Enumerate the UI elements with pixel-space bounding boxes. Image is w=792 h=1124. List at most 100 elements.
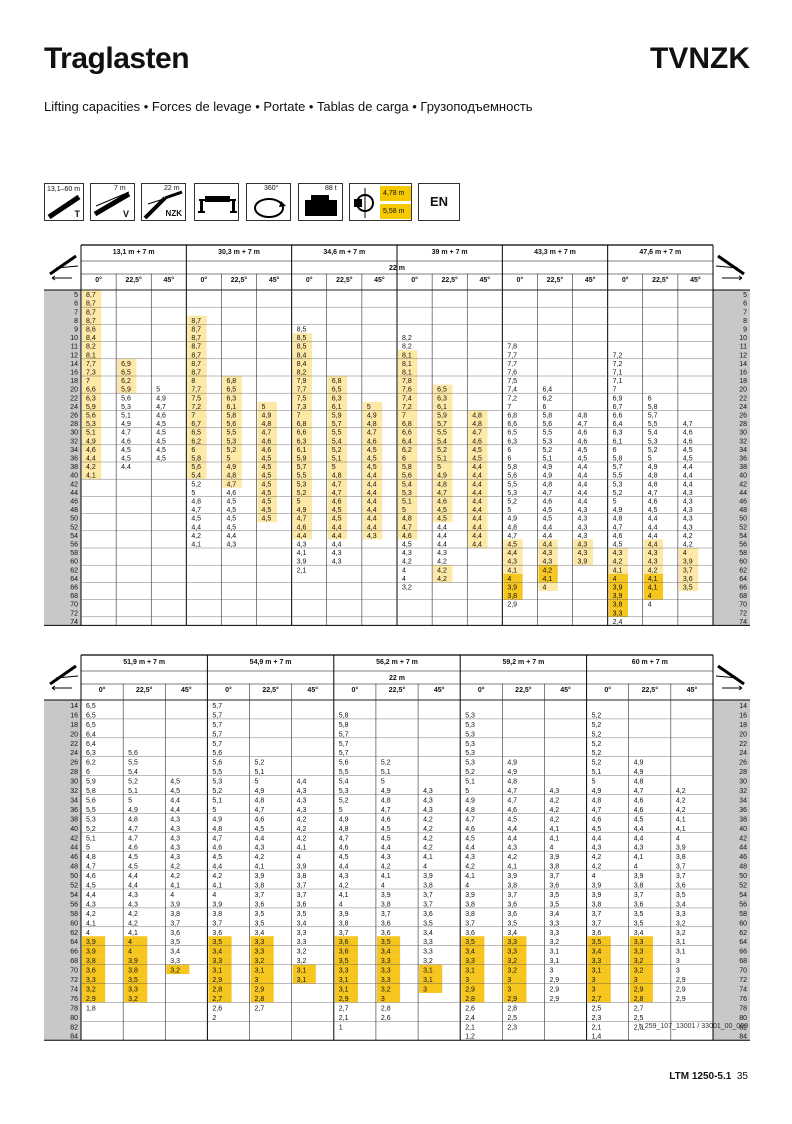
capacity-value: 8,6 — [86, 327, 96, 334]
capacity-value: 2,9 — [507, 996, 517, 1003]
cell-highlight — [398, 505, 418, 514]
capacity-value: 4,9 — [255, 788, 265, 795]
capacity-value: 4,4 — [472, 533, 482, 540]
capacity-value: 4,8 — [367, 421, 377, 428]
capacity-value: 4,2 — [549, 807, 559, 814]
capacity-value: 5,9 — [437, 413, 447, 420]
capacity-value: 5 — [156, 387, 160, 394]
capacity-value: 8,4 — [297, 352, 307, 359]
radius-column-right — [713, 290, 750, 626]
capacity-value: 6,2 — [402, 447, 412, 454]
capacity-value: 2,8 — [465, 996, 475, 1003]
capacity-value: 4,1 — [170, 883, 180, 890]
radius-label: 28 — [70, 421, 78, 428]
capacity-value: 4,3 — [578, 533, 588, 540]
capacity-value: 5,7 — [212, 712, 222, 719]
capacity-value: 5,7 — [297, 464, 307, 471]
radius-label: 26 — [739, 760, 747, 767]
capacity-value: 4,5 — [367, 456, 377, 463]
capacity-value: 6,6 — [297, 430, 307, 437]
capacity-value: 6,3 — [613, 430, 623, 437]
capacity-value: 3 — [507, 986, 511, 993]
cell-highlight — [292, 444, 312, 454]
capacity-value: 3,3 — [423, 949, 433, 956]
capacity-value: 3,4 — [634, 930, 644, 937]
capacity-value: 7,7 — [191, 387, 201, 394]
cell-highlight — [292, 496, 312, 505]
page-number: 35 — [736, 1071, 748, 1082]
capacity-value: 3 — [634, 977, 638, 984]
cell-highlight — [327, 444, 348, 454]
capacity-value: 4,8 — [339, 826, 349, 833]
cell-highlight — [82, 436, 102, 445]
capacity-value: 4,5 — [262, 507, 272, 514]
capacity-value: 4,3 — [578, 542, 588, 549]
cell-highlight — [82, 384, 102, 394]
cell-highlight — [327, 462, 348, 471]
slew-angle-label: 360° — [264, 185, 279, 192]
capacity-value: 4,7 — [226, 481, 236, 488]
capacity-value: 4,9 — [212, 816, 222, 823]
cell-highlight — [643, 556, 664, 566]
cell-highlight — [362, 436, 383, 445]
capacity-value: 4,6 — [613, 533, 623, 540]
capacity-value: 4,8 — [191, 499, 201, 506]
nzk-symbol: NZK — [165, 209, 182, 218]
cell-highlight — [187, 384, 207, 394]
capacity-value: 4,5 — [262, 481, 272, 488]
capacity-value: 2 — [212, 1015, 216, 1022]
capacity-value: 4,2 — [683, 542, 693, 549]
cell-highlight — [398, 453, 418, 462]
capacity-value: 4,3 — [170, 845, 180, 852]
capacity-value: 3,6 — [170, 930, 180, 937]
capacity-value: 3,6 — [465, 930, 475, 937]
capacity-value: 4,6 — [262, 438, 272, 445]
capacity-value: 5,5 — [507, 481, 517, 488]
capacity-value: 7,8 — [402, 378, 412, 385]
cell-highlight — [398, 479, 418, 488]
capacity-value: 5 — [262, 404, 266, 411]
cell-highlight — [461, 936, 485, 946]
capacity-value: 4,6 — [121, 438, 131, 445]
cell-highlight — [82, 333, 102, 342]
boom-config-header: 43,3 m + 7 m — [534, 249, 576, 256]
radius-label: 5 — [743, 292, 747, 299]
radius-label: 58 — [739, 550, 747, 557]
capacity-value: 5,5 — [542, 430, 552, 437]
boom-config-header: 34,6 m + 7 m — [323, 249, 365, 256]
capacity-value: 5,2 — [128, 779, 138, 786]
capacity-value: 5,2 — [465, 769, 475, 776]
angle-header: 22,5° — [125, 276, 142, 284]
cell-highlight — [222, 401, 242, 411]
capacity-value: 5 — [613, 499, 617, 506]
capacity-value: 3,7 — [592, 920, 602, 927]
radius-label: 76 — [70, 996, 78, 1003]
cell-highlight — [629, 983, 653, 993]
cell-highlight — [82, 376, 102, 385]
capacity-value: 4 — [634, 864, 638, 871]
capacity-value: 3,2 — [549, 939, 559, 946]
capacity-value: 5,8 — [86, 788, 96, 795]
capacity-value: 3,7 — [212, 920, 222, 927]
capacity-value: 3,6 — [339, 949, 349, 956]
capacity-value: 4,4 — [367, 473, 377, 480]
radius-label: 82 — [70, 1024, 78, 1031]
capacity-value: 5,8 — [226, 413, 236, 420]
capacity-value: 4,5 — [156, 421, 166, 428]
capacity-value: 3,9 — [592, 883, 602, 890]
capacity-value: 8,7 — [86, 309, 96, 316]
capacity-value: 4,7 — [86, 864, 96, 871]
cell-highlight — [327, 513, 348, 523]
capacity-value: 6,3 — [86, 750, 96, 757]
cell-highlight — [608, 548, 628, 557]
cell-highlight — [433, 479, 453, 488]
cell-highlight — [208, 945, 232, 956]
radius-label: 7 — [74, 309, 78, 316]
capacity-value: 3,6 — [507, 901, 517, 908]
capacity-value: 7,2 — [507, 395, 517, 402]
capacity-value: 4,4 — [121, 464, 131, 471]
capacity-value: 4,3 — [297, 542, 307, 549]
capacity-value: 3,5 — [549, 892, 559, 899]
radius-label: 20 — [70, 731, 78, 738]
capacity-value: 7,7 — [86, 361, 96, 368]
